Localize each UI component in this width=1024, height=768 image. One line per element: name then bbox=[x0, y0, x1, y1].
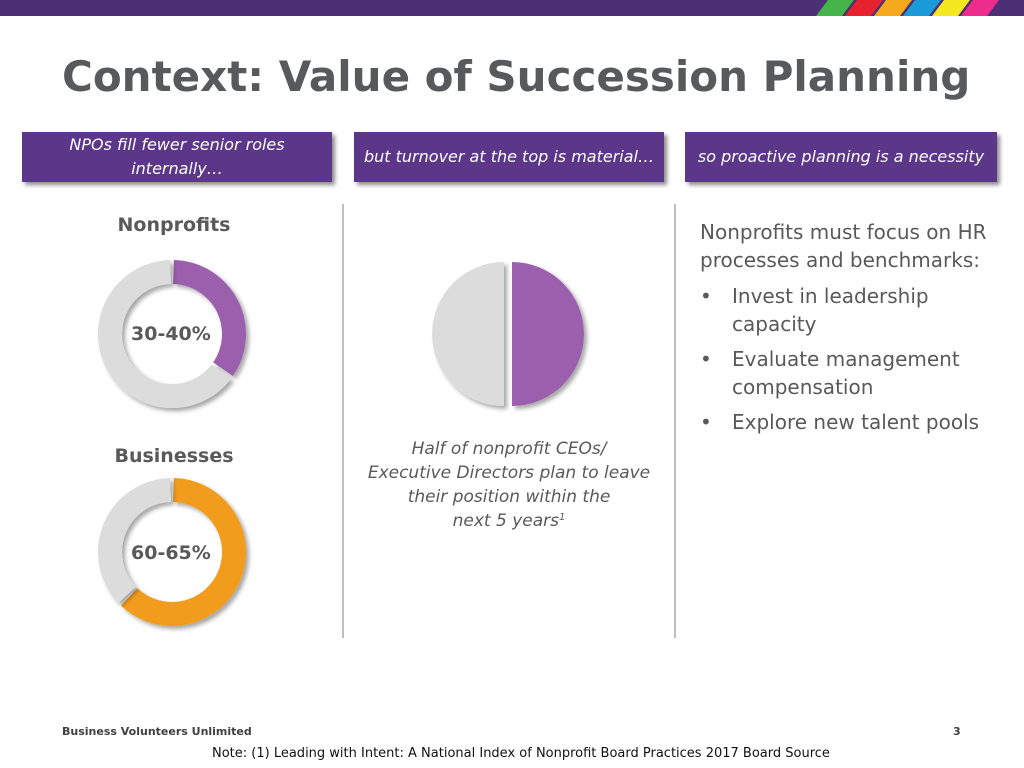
ceo-slice-0 bbox=[512, 262, 584, 406]
bullet-item: • Invest in leadership capacity bbox=[700, 282, 1000, 338]
color-stripe bbox=[845, 0, 883, 16]
businesses-slice-1 bbox=[98, 478, 171, 604]
banner-proactive-planning: so proactive planning is a necessity bbox=[685, 132, 997, 182]
businesses-donut-chart bbox=[98, 478, 246, 626]
color-stripe bbox=[874, 0, 912, 16]
right-panel-intro: Nonprofits must focus on HR processes an… bbox=[700, 220, 987, 272]
page-number: 3 bbox=[953, 725, 961, 738]
bullet-icon: • bbox=[700, 347, 712, 371]
column-divider-left bbox=[342, 204, 344, 638]
action-bullet-list: • Invest in leadership capacity • Evalua… bbox=[700, 282, 1000, 436]
ceo-slice-1 bbox=[432, 262, 504, 406]
slide-title: Context: Value of Succession Planning bbox=[62, 52, 971, 101]
banner-proactive-planning-text: so proactive planning is a necessity bbox=[697, 147, 985, 166]
nonprofits-donut-chart bbox=[97, 260, 246, 408]
ceo-caption-line-1: Half of nonprofit CEOs/ bbox=[411, 439, 607, 459]
nonprofits-label: Nonprofits bbox=[117, 214, 231, 236]
banner-internal-roles: NPOs fill fewer senior roles internally… bbox=[22, 132, 332, 182]
column-divider-right bbox=[674, 204, 676, 638]
footnote-ref: 1 bbox=[559, 512, 566, 523]
footer-organization: Business Volunteers Unlimited bbox=[62, 725, 252, 738]
nonprofits-percent-label: 30-40% bbox=[129, 323, 213, 345]
nonprofits-slice-0 bbox=[173, 260, 246, 376]
color-stripe bbox=[932, 0, 970, 16]
ceo-caption-line-3: their position within the bbox=[407, 487, 611, 507]
top-bar bbox=[0, 0, 1024, 16]
color-stripe bbox=[903, 0, 941, 16]
banner-turnover-text: but turnover at the top is material… bbox=[363, 147, 654, 166]
businesses-label: Businesses bbox=[114, 445, 234, 467]
right-panel: Nonprofits must focus on HR processes an… bbox=[700, 218, 1000, 443]
ceo-caption: Half of nonprofit CEOs/ Executive Direct… bbox=[356, 437, 662, 533]
ceo-caption-line-2: Executive Directors plan to leave bbox=[367, 463, 651, 483]
nonprofits-slice-1 bbox=[97, 260, 231, 408]
bullet-icon: • bbox=[700, 284, 712, 308]
ceo-caption-line-4: next 5 years bbox=[452, 511, 559, 531]
banner-internal-roles-text: NPOs fill fewer senior roles internally… bbox=[69, 135, 285, 178]
color-stripe bbox=[961, 0, 999, 16]
bullet-icon: • bbox=[700, 410, 712, 434]
footnote: Note: (1) Leading with Intent: A Nationa… bbox=[212, 746, 830, 761]
bullet-text: Invest in leadership capacity bbox=[732, 284, 929, 336]
bullet-text: Evaluate management compensation bbox=[732, 347, 960, 399]
bullet-item: • Evaluate management compensation bbox=[700, 345, 1000, 401]
banner-turnover: but turnover at the top is material… bbox=[354, 132, 664, 182]
ceo-departure-pie-chart bbox=[432, 262, 584, 406]
color-stripes bbox=[816, 0, 999, 16]
bullet-text: Explore new talent pools bbox=[732, 410, 980, 434]
color-stripe bbox=[816, 0, 854, 16]
bullet-item: • Explore new talent pools bbox=[700, 408, 1000, 436]
businesses-slice-0 bbox=[120, 478, 246, 626]
businesses-percent-label: 60-65% bbox=[129, 542, 213, 564]
